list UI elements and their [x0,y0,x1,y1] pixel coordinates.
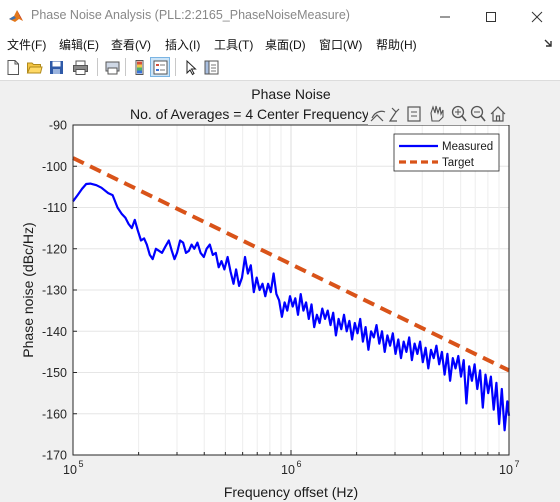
menu-window[interactable]: 窗口(W) [319,38,363,52]
property-inspector-button[interactable] [201,57,221,77]
export-button[interactable] [370,110,386,122]
maximize-icon [486,11,496,22]
x-tick-label-exponent: 6 [296,459,301,469]
zoom-out-icon [470,105,484,119]
matlab-logo-icon [9,10,23,22]
y-axis-label: Phase noise (dBc/Hz) [20,222,36,357]
y-tick-label: -100 [42,160,67,174]
close-icon [531,11,543,22]
pan-button[interactable] [430,105,444,122]
new-file-icon [7,59,19,75]
zoom-in-icon [451,105,465,119]
y-tick-label: -90 [49,119,67,133]
maximize-button[interactable] [468,0,514,33]
axes-toolbar-backdrop [368,103,528,125]
legend-button[interactable] [150,57,170,77]
title-bar: Phase Noise Analysis (PLL:2:2165_PhaseNo… [0,0,560,33]
x-tick-label: 10 [63,463,77,477]
menu-bar: 文件(F) 编辑(E) 查看(V) 插入(I) 工具(T) 桌面(D) 窗口(W… [0,33,560,53]
edit-plot-arrow-icon [186,59,197,75]
y-tick-label: -140 [42,325,67,339]
x-tick-label-exponent: 7 [514,459,519,469]
chart-title: Phase Noise [251,86,331,102]
x-tick-label-exponent: 5 [78,459,83,469]
legend-icon [153,60,167,74]
y-tick-label: -130 [42,284,67,298]
window-title: Phase Noise Analysis (PLL:2:2165_PhaseNo… [31,8,350,22]
grid-lines [72,124,509,456]
colorbar-button[interactable] [129,57,149,77]
menu-insert[interactable]: 插入(I) [165,38,201,52]
menu-tools[interactable]: 工具(T) [214,38,254,52]
restore-view-button[interactable] [490,106,506,122]
tick-marks [72,124,500,456]
y-tick-label: -110 [43,201,67,215]
open-folder-icon [26,62,43,73]
minimize-icon [440,16,450,17]
zoom-in-button[interactable] [451,105,467,122]
datatip-button[interactable] [407,106,421,122]
x-tick-labels: 10 5 10 6 10 7 [63,459,519,477]
open-file-button[interactable] [24,57,44,77]
toolbar-separator [175,58,176,76]
minimize-button[interactable] [422,0,468,33]
figure-canvas: -90 -100 -110 -120 -130 -140 -150 -160 -170 10 5 1… [0,82,560,502]
pan-hand-icon [430,105,444,122]
x-axis-label: Frequency offset (Hz) [224,484,358,500]
brush-button[interactable] [388,107,400,122]
save-icon [49,60,63,74]
export-icon [370,110,386,122]
edit-plot-button[interactable] [180,57,200,77]
new-figure-button[interactable] [3,57,23,77]
y-tick-label: -120 [42,242,67,256]
close-button[interactable] [514,0,560,33]
legend-label-measured: Measured [442,141,493,153]
x-tick-label: 10 [499,463,513,477]
home-icon [490,106,506,122]
menu-desktop[interactable]: 桌面(D) [265,38,306,52]
zoom-out-button[interactable] [470,105,486,122]
menu-file[interactable]: 文件(F) [7,38,47,52]
print-button[interactable] [70,57,90,77]
x-tick-label: 10 [281,463,295,477]
colorbar-icon [135,59,143,75]
y-tick-labels: -90 -100 -110 -120 -130 -140 -150 -160 -170 [42,119,67,463]
print-preview-button[interactable] [102,57,122,77]
legend-box [393,133,500,172]
series-line-measured [72,182,511,432]
axes-toolbar [370,105,506,122]
y-tick-label: -170 [42,449,67,463]
brush-icon [388,107,400,122]
y-tick-label: -150 [42,366,67,380]
toolbar-separator [97,58,98,76]
menu-edit[interactable]: 编辑(E) [59,38,99,52]
chart-subtitle: No. of Averages = 4 Center Frequency [130,106,369,122]
menu-view[interactable]: 查看(V) [111,38,151,52]
figure-toolbar [0,53,560,81]
property-inspector-icon [204,60,218,74]
menu-help[interactable]: 帮助(H) [376,38,417,52]
print-icon [72,60,88,75]
legend-label-target: Target [442,157,475,169]
phase-noise-chart: -90-100-110-120-130-140-150-160-170 10 5 1… [20,86,528,500]
print-preview-icon [105,61,119,74]
series-group [72,156,511,432]
series-line-target [72,156,510,373]
datatip-icon [407,106,421,122]
toolbar-separator [125,58,126,76]
y-tick-label: -160 [42,407,67,421]
dock-arrow-icon[interactable] [542,37,554,49]
save-button[interactable] [46,57,66,77]
legend[interactable]: Measured Target [393,133,500,172]
